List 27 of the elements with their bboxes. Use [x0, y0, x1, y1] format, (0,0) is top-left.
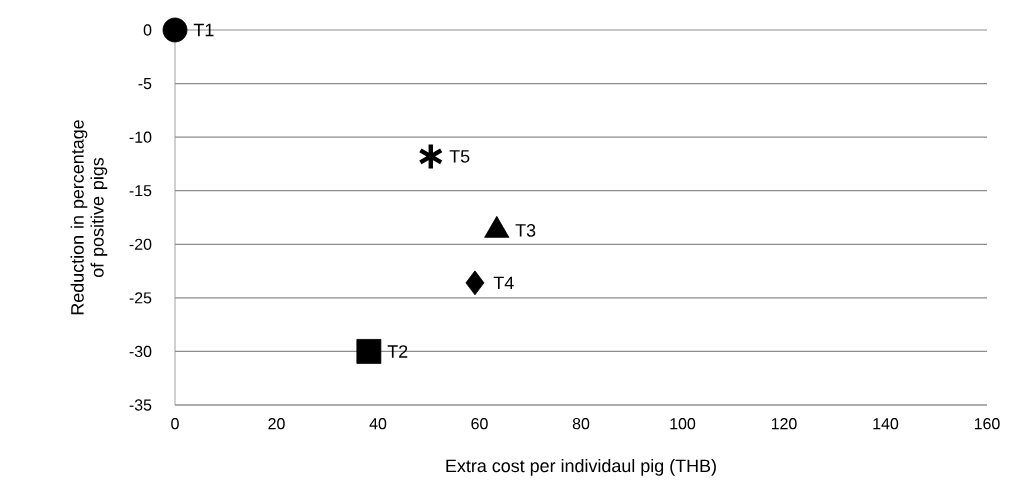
legend-label: T5 [449, 150, 470, 163]
x-tick-label: 20 [268, 418, 285, 430]
x-tick-label: 0 [171, 418, 179, 430]
y-tick-label: -20 [129, 238, 152, 250]
x-tick-label: 140 [873, 418, 899, 430]
x-tick-label: 120 [771, 418, 797, 430]
y-tick-label: 0 [143, 24, 152, 36]
y-tick-label: -30 [129, 345, 152, 358]
series-label: T2 [387, 345, 408, 358]
point [465, 270, 485, 296]
series-label: T3 [515, 224, 536, 237]
y-tick-label: -10 [129, 131, 152, 143]
y-tick-label: -25 [129, 292, 152, 304]
x-tick-label: 40 [369, 418, 387, 430]
point [162, 17, 188, 43]
legend-label: T1 [193, 23, 214, 37]
x-axis-title: Extra cost per individaul pig (THB) [446, 459, 716, 476]
series-label: T4 [493, 276, 514, 290]
y-tick-label: -15 [129, 185, 152, 197]
y-tick-label: -5 [138, 78, 152, 90]
x-tick-label: 60 [471, 418, 488, 430]
x-tick-label: 160 [974, 418, 1000, 430]
point [356, 339, 382, 364]
y-tick-label: -35 [129, 399, 152, 411]
x-tick-label: 100 [670, 418, 696, 430]
x-tick-label: 80 [572, 418, 590, 430]
y-axis-title: Reduction in percentage of positive pigs [70, 120, 108, 315]
